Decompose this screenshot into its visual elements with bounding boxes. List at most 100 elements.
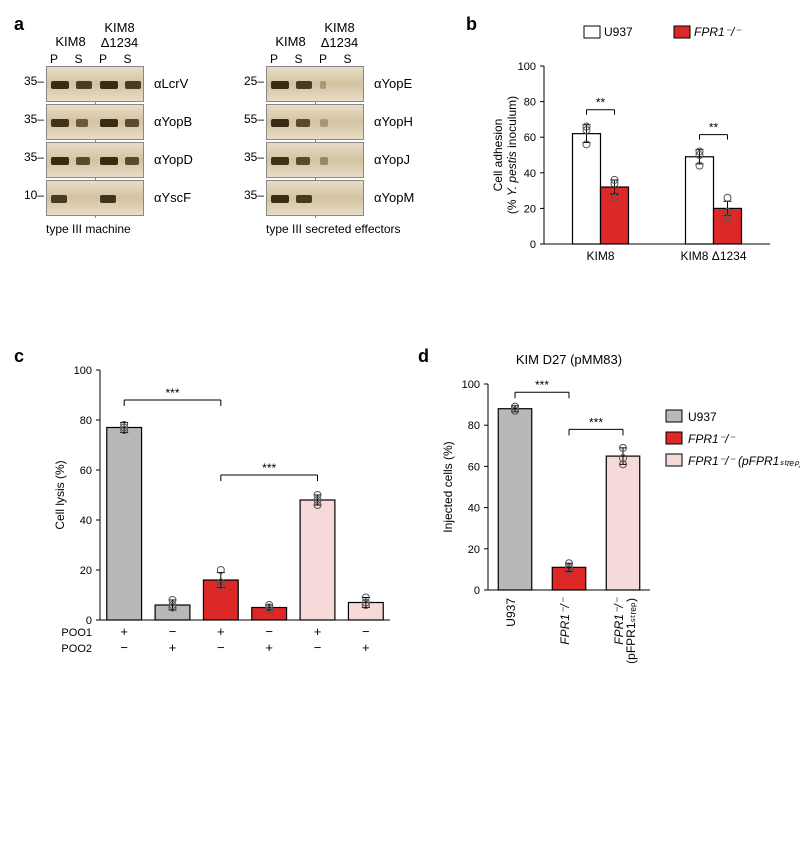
mw-marker: 35– bbox=[240, 150, 264, 164]
panel-d-legend: U937 FPR1⁻/⁻ FPR1⁻/⁻ (pFPR1ₛₜᵣₑₚ) bbox=[666, 410, 800, 495]
antibody-label: αYopD bbox=[154, 152, 193, 167]
blot-strip bbox=[46, 142, 144, 178]
blot-caption: type III secreted effectors bbox=[266, 222, 401, 236]
svg-text:Cell adhesion: Cell adhesion bbox=[491, 119, 505, 192]
bar bbox=[300, 500, 335, 620]
svg-text:40: 40 bbox=[524, 168, 536, 180]
legend-label: U937 bbox=[688, 410, 717, 424]
bar bbox=[606, 456, 639, 590]
svg-text:100: 100 bbox=[462, 379, 480, 391]
blot-strain-header: KIM8 bbox=[266, 34, 315, 49]
blot-strip bbox=[266, 66, 364, 102]
svg-text:60: 60 bbox=[80, 465, 92, 477]
antibody-label: αYopM bbox=[374, 190, 414, 205]
antibody-label: αYopH bbox=[374, 114, 413, 129]
antibody-label: αLcrV bbox=[154, 76, 188, 91]
panel-a-blots: KIM8KIM8 Δ1234PSPS35–αLcrV35–αYopB35–αYo… bbox=[20, 20, 450, 300]
lane-label: P bbox=[50, 52, 58, 66]
svg-text:0: 0 bbox=[86, 615, 92, 627]
svg-text:***: *** bbox=[165, 386, 179, 400]
panel-d-chart: KIM D27 (pMM83) 0 20 40 60 80 100 Injected cell… bbox=[430, 350, 660, 685]
x-category-label: U937 bbox=[504, 598, 518, 627]
lane-label: S bbox=[344, 52, 352, 66]
legend-label: U937 bbox=[604, 25, 633, 39]
svg-text:40: 40 bbox=[468, 503, 480, 515]
blot-strip bbox=[46, 180, 144, 216]
chart-title: KIM D27 (pMM83) bbox=[516, 352, 622, 367]
svg-text:***: *** bbox=[589, 415, 603, 429]
panel-c-chart: 020406080100Cell lysis (%)******POO1+−+−… bbox=[40, 350, 400, 685]
svg-text:+: + bbox=[120, 624, 128, 639]
panel-b-chart: U937 FPR1⁻/⁻ 0 20 40 60 80 100 Cell adhesion(% Y… bbox=[480, 20, 780, 285]
svg-text:−: − bbox=[217, 640, 225, 655]
svg-text:+: + bbox=[362, 640, 370, 655]
panel-label-b: b bbox=[466, 14, 477, 35]
svg-text:20: 20 bbox=[80, 565, 92, 577]
blot-caption: type III machine bbox=[46, 222, 131, 236]
x-category-label: KIM8 Δ1234 bbox=[680, 249, 746, 263]
mw-marker: 35– bbox=[20, 74, 44, 88]
svg-text:−: − bbox=[169, 624, 177, 639]
mw-marker: 25– bbox=[240, 74, 264, 88]
mw-marker: 35– bbox=[20, 112, 44, 126]
blot-strip bbox=[266, 142, 364, 178]
lane-label: S bbox=[295, 52, 303, 66]
lane-label: S bbox=[75, 52, 83, 66]
mw-marker: 35– bbox=[20, 150, 44, 164]
svg-text:100: 100 bbox=[518, 61, 536, 73]
antibody-label: αYopE bbox=[374, 76, 412, 91]
treatment-row-label: POO1 bbox=[61, 627, 92, 639]
lane-label: S bbox=[124, 52, 132, 66]
svg-text:**: ** bbox=[709, 121, 719, 135]
svg-text:(% Y. pestis inoculum): (% Y. pestis inoculum) bbox=[505, 96, 519, 214]
svg-text:80: 80 bbox=[524, 97, 536, 109]
lane-label: P bbox=[270, 52, 278, 66]
antibody-label: αYopB bbox=[154, 114, 192, 129]
svg-text:80: 80 bbox=[468, 420, 480, 432]
svg-text:−: − bbox=[120, 640, 128, 655]
svg-text:60: 60 bbox=[468, 461, 480, 473]
svg-text:−: − bbox=[265, 624, 273, 639]
blot-strain-header: KIM8 bbox=[46, 34, 95, 49]
svg-text:Injected cells (%): Injected cells (%) bbox=[441, 441, 455, 532]
legend-label: FPR1⁻/⁻ bbox=[694, 25, 742, 39]
svg-text:+: + bbox=[314, 624, 322, 639]
svg-text:**: ** bbox=[596, 96, 606, 110]
svg-text:+: + bbox=[217, 624, 225, 639]
svg-text:***: *** bbox=[535, 378, 549, 392]
svg-text:60: 60 bbox=[524, 132, 536, 144]
blot-strip bbox=[46, 104, 144, 140]
x-category-label: (pFPR1ₛₜᵣₑₚ) bbox=[624, 598, 638, 664]
panel-label-d: d bbox=[418, 346, 429, 367]
lane-label: P bbox=[319, 52, 327, 66]
bar bbox=[601, 187, 629, 244]
svg-text:+: + bbox=[169, 640, 177, 655]
bar bbox=[573, 134, 601, 244]
svg-text:***: *** bbox=[262, 461, 276, 475]
blot-strain-header: KIM8 Δ1234 bbox=[315, 20, 364, 50]
blot-strip bbox=[46, 66, 144, 102]
blot-strip bbox=[266, 104, 364, 140]
mw-marker: 55– bbox=[240, 112, 264, 126]
bar bbox=[498, 409, 531, 590]
legend-label: FPR1⁻/⁻ bbox=[688, 432, 736, 446]
legend-label: FPR1⁻/⁻ (pFPR1ₛₜᵣₑₚ) bbox=[688, 454, 800, 468]
svg-text:0: 0 bbox=[474, 585, 480, 597]
antibody-label: αYopJ bbox=[374, 152, 410, 167]
treatment-row-label: POO2 bbox=[61, 643, 92, 655]
x-category-label: KIM8 bbox=[586, 249, 614, 263]
antibody-label: αYscF bbox=[154, 190, 191, 205]
bar bbox=[107, 428, 142, 621]
panel-label-c: c bbox=[14, 346, 24, 367]
svg-text:0: 0 bbox=[530, 239, 536, 251]
x-category-label: FPR1⁻/⁻ bbox=[558, 596, 572, 644]
svg-text:20: 20 bbox=[524, 203, 536, 215]
svg-text:−: − bbox=[362, 624, 370, 639]
svg-text:Cell lysis (%): Cell lysis (%) bbox=[53, 460, 67, 529]
lane-label: P bbox=[99, 52, 107, 66]
svg-text:40: 40 bbox=[80, 515, 92, 527]
svg-text:100: 100 bbox=[74, 365, 92, 377]
svg-text:20: 20 bbox=[468, 544, 480, 556]
svg-text:−: − bbox=[314, 640, 322, 655]
blot-strain-header: KIM8 Δ1234 bbox=[95, 20, 144, 50]
